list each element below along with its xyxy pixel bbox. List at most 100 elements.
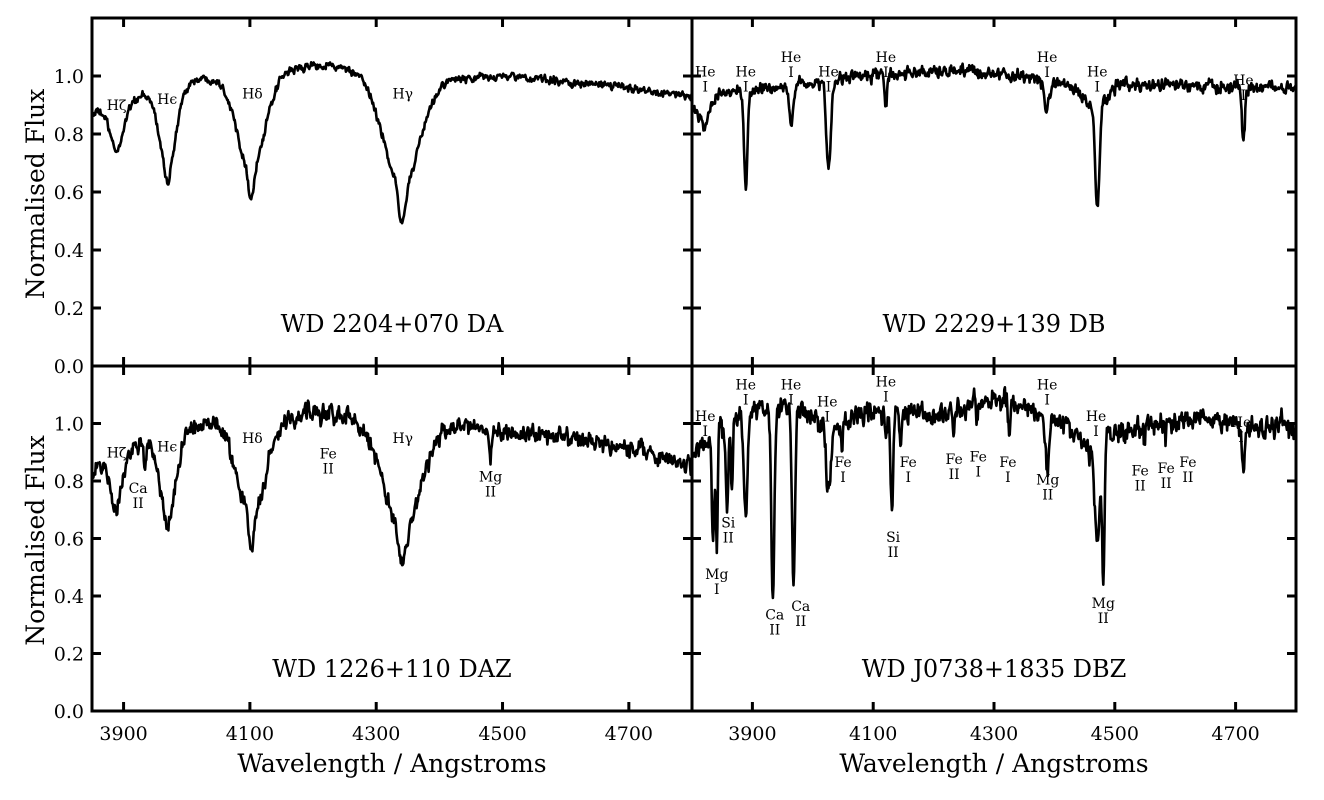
- line-label: He I: [1037, 377, 1058, 408]
- panel-bottom-right: 3900 4100 4300 4500 4700 Wavelength / Angstro…: [690, 364, 1298, 778]
- line-label: Hγ: [392, 431, 413, 447]
- line-label: Hδ: [242, 86, 263, 102]
- line-label-part: He: [1086, 409, 1107, 425]
- line-label-part: Fe: [1132, 464, 1149, 480]
- line-label-part: Fe: [834, 455, 851, 471]
- line-label: Fe II: [320, 446, 337, 477]
- line-label-part: Ca: [765, 607, 784, 623]
- x-tick-label: 4100: [226, 723, 274, 745]
- panel-title: WD 2229+139 DB: [882, 310, 1105, 338]
- line-label-part: II: [1161, 476, 1172, 492]
- line-label-part: He: [695, 409, 716, 425]
- line-label-part: I: [883, 65, 889, 81]
- line-label: He I: [817, 395, 838, 426]
- line-label: Mg II: [1092, 596, 1115, 627]
- y-tick-label: 0.2: [54, 644, 84, 666]
- line-label: He I: [818, 64, 839, 95]
- line-label-part: II: [795, 614, 806, 630]
- line-label: He I: [736, 64, 757, 95]
- x-tick-label: 3900: [728, 723, 776, 745]
- line-label-part: I: [743, 392, 749, 408]
- line-label-part: Hγ: [392, 86, 413, 102]
- line-label-part: II: [888, 545, 899, 561]
- line-label-part: I: [788, 392, 794, 408]
- line-label: Hζ: [107, 445, 127, 461]
- line-label-part: I: [1095, 79, 1101, 95]
- line-label-part: He: [876, 375, 897, 391]
- line-label-part: Fe: [1158, 461, 1175, 477]
- line-label: Ca II: [129, 481, 148, 512]
- line-label-part: I: [826, 79, 832, 95]
- panel-title: WD 2204+070 DA: [281, 310, 504, 338]
- line-label-part: Fe: [999, 455, 1016, 471]
- line-label: Hγ: [392, 86, 413, 102]
- line-label-part: He: [781, 50, 802, 66]
- line-label-part: He: [781, 377, 802, 393]
- line-label-part: II: [1042, 487, 1053, 503]
- line-label: Hϵ: [157, 440, 177, 456]
- y-tick-label: 0.6: [54, 529, 84, 551]
- line-label: He I: [1231, 415, 1252, 446]
- line-label: Ca II: [765, 607, 784, 638]
- y-tick-label: 1.0: [54, 414, 84, 436]
- line-label: Hζ: [107, 98, 127, 114]
- line-label-part: I: [883, 390, 889, 406]
- x-axis-title: Wavelength / Angstroms: [839, 749, 1148, 778]
- line-label: He I: [781, 50, 802, 81]
- line-label-part: Mg: [1092, 596, 1115, 612]
- line-label: Fe II: [1179, 455, 1196, 486]
- spectrum-line-bottom-right: [692, 385, 1296, 600]
- line-label-part: I: [1005, 470, 1011, 486]
- spectrum-line-bottom-left: [92, 399, 692, 567]
- line-label-part: He: [1037, 50, 1058, 66]
- y-tick-label: 0.8: [54, 124, 84, 146]
- line-label: Fe I: [900, 455, 917, 486]
- line-label-part: I: [743, 79, 749, 95]
- line-label-part: Mg: [705, 567, 728, 583]
- y-tick-label: 0.8: [54, 471, 84, 493]
- line-label-part: I: [825, 410, 831, 426]
- x-tick-label: 4100: [849, 723, 897, 745]
- line-label-part: I: [703, 424, 709, 440]
- line-label-part: He: [1037, 377, 1058, 393]
- line-label-part: He: [818, 64, 839, 80]
- x-tick-label: 4300: [970, 723, 1018, 745]
- line-label-part: He: [1231, 415, 1252, 431]
- line-label-part: II: [723, 530, 734, 546]
- line-label: Fe II: [946, 452, 963, 483]
- line-label: Mg I: [705, 567, 728, 598]
- line-label-part: He: [876, 50, 897, 66]
- line-label: Fe I: [834, 455, 851, 486]
- line-label-part: Hϵ: [157, 92, 177, 108]
- line-label-part: I: [703, 79, 709, 95]
- line-label: He I: [1233, 73, 1254, 104]
- line-label: He I: [695, 64, 716, 95]
- x-tick-label: 4500: [1091, 723, 1139, 745]
- line-label: He I: [1037, 50, 1058, 81]
- line-label: He I: [876, 50, 897, 81]
- y-tick-label: 1.0: [54, 66, 84, 88]
- x-tick-label: 3900: [99, 723, 147, 745]
- line-label: Mg II: [479, 469, 502, 500]
- line-label: He I: [781, 377, 802, 408]
- line-label: Fe II: [1158, 461, 1175, 492]
- line-label: Mg II: [1036, 472, 1059, 503]
- line-label-part: I: [1093, 424, 1099, 440]
- line-label-part: I: [1044, 392, 1050, 408]
- line-label: Si II: [886, 530, 901, 561]
- line-label: Fe II: [1132, 464, 1149, 495]
- panel-title: WD J0738+1835 DBZ: [862, 655, 1127, 683]
- line-label: He I: [736, 377, 757, 408]
- line-label-part: Ca: [791, 599, 810, 615]
- line-label: Ca II: [791, 599, 810, 630]
- line-label-part: Hδ: [242, 86, 263, 102]
- y-tick-label: 0.4: [54, 240, 84, 262]
- line-label-part: Ca: [129, 481, 148, 497]
- x-axis-title: Wavelength / Angstroms: [237, 749, 546, 778]
- line-label-part: Hζ: [107, 445, 127, 461]
- x-tick-label: 4700: [1211, 723, 1259, 745]
- y-tick-label: 0.4: [54, 586, 84, 608]
